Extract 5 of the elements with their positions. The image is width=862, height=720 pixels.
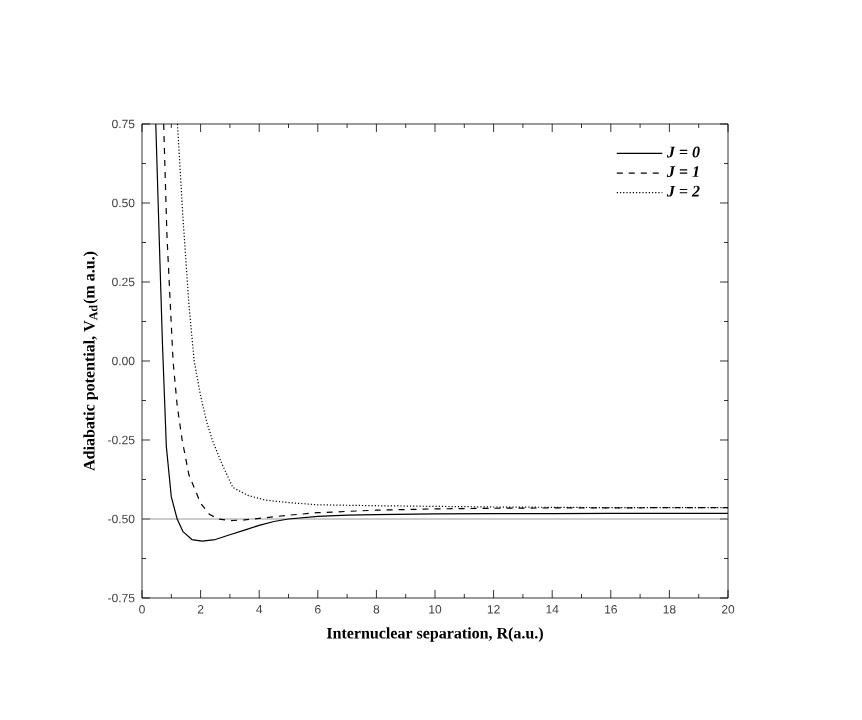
legend-label: J = 2 (666, 185, 700, 197)
y-axis-title: Adiabatic potential, V$_{Ad}$(m a.u.) (83, 251, 98, 471)
legend-label: J = 1 (666, 166, 699, 177)
x-axis-title: Internuclear separation, R(a.u.) (326, 627, 543, 642)
legend-label: J = 0 (666, 146, 700, 158)
